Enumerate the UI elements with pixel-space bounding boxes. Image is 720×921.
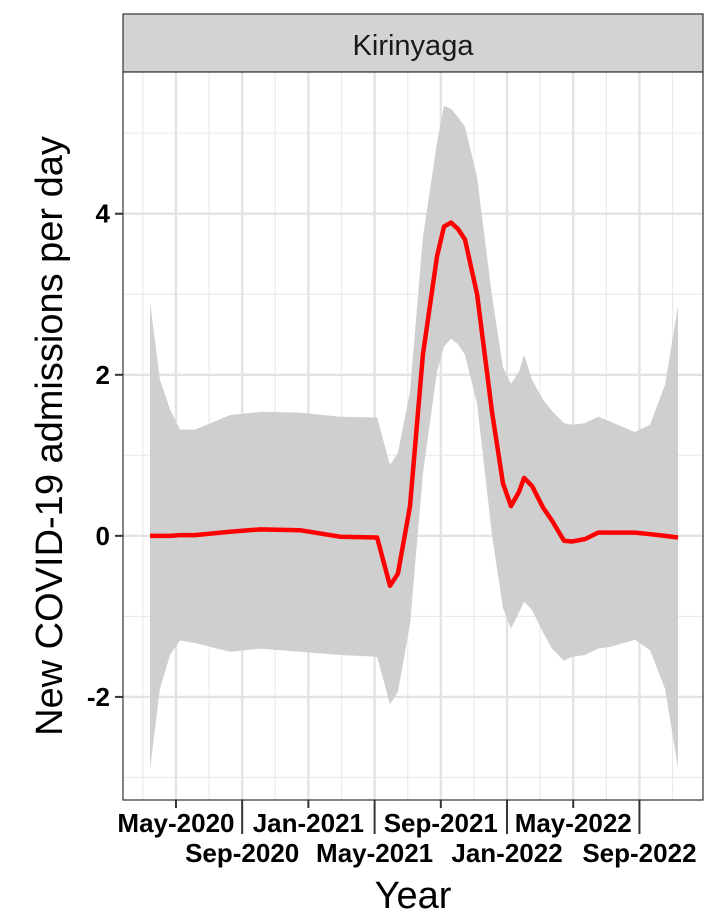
x-tick-label: Sep-2020 bbox=[185, 838, 299, 868]
y-axis-title: New COVID-19 admissions per day bbox=[29, 136, 71, 736]
y-tick-label: 4 bbox=[96, 199, 111, 229]
axis-ticks: May-2020Sep-2020Jan-2021May-2021Sep-2021… bbox=[87, 199, 697, 868]
facet-strip bbox=[122, 13, 704, 73]
facet-label: Kirinyaga bbox=[353, 30, 475, 62]
x-tick-label: Sep-2021 bbox=[384, 808, 498, 838]
x-tick-label: Jan-2022 bbox=[451, 838, 562, 868]
y-tick-label: -2 bbox=[87, 682, 110, 712]
x-tick-label: May-2020 bbox=[117, 808, 234, 838]
x-tick-label: Sep-2022 bbox=[582, 838, 696, 868]
x-tick-label: May-2022 bbox=[515, 808, 632, 838]
x-axis-title: Year bbox=[375, 875, 452, 917]
mean-line bbox=[150, 220, 679, 589]
x-tick-label: May-2021 bbox=[316, 838, 433, 868]
x-tick-label: Jan-2021 bbox=[253, 808, 364, 838]
y-tick-label: 0 bbox=[96, 521, 110, 551]
panel-border bbox=[122, 71, 704, 801]
y-tick-label: 2 bbox=[96, 360, 110, 390]
